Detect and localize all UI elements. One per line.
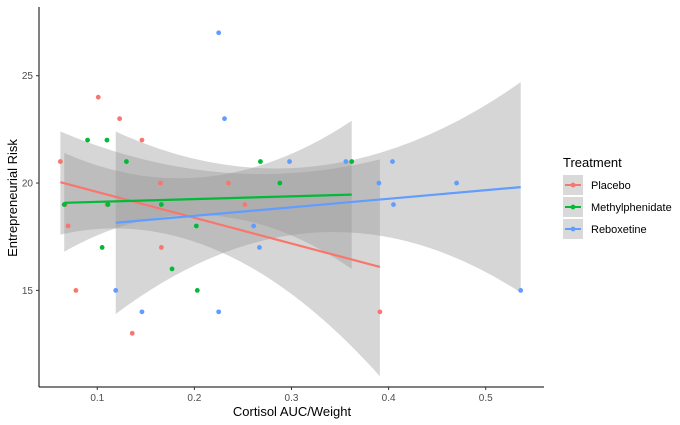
data-point-reboxetine [139,309,145,315]
data-point-methylphenidate [105,202,111,207]
x-tick-label: 0.4 [382,393,396,404]
data-point-placebo [377,309,383,315]
y-tick-label: 20 [22,179,34,190]
data-point-methylphenidate [258,159,263,164]
data-point-placebo [157,180,163,186]
data-point-reboxetine [287,159,292,164]
data-point-methylphenidate [169,266,175,272]
x-tick-label: 0.3 [285,393,299,404]
data-point-methylphenidate [193,223,199,229]
data-point-placebo [117,116,123,122]
confidence-bands [60,82,521,377]
x-tick-label: 0.2 [187,393,201,404]
data-point-methylphenidate [104,137,110,143]
data-point-placebo [225,180,231,186]
data-point-methylphenidate [85,137,90,143]
data-point-reboxetine [257,245,262,250]
legend-title: Treatment [563,155,622,170]
x-tick-label: 0.1 [90,393,104,404]
confidence-band-reboxetine [115,82,521,315]
data-point-methylphenidate [158,202,164,207]
data-point-reboxetine [216,30,222,36]
data-point-methylphenidate [349,159,355,164]
data-point-placebo [95,94,101,100]
data-point-methylphenidate [277,180,283,186]
legend-label-placebo: Placebo [591,180,631,192]
legend: Treatment Placebo Methylphenidate Reboxeti… [563,155,672,239]
fit-line-methylphenidate [64,193,352,204]
confidence-band-placebo [60,131,380,377]
data-point-reboxetine [113,287,119,293]
legend-key-point [570,182,576,188]
y-axis-title: Entrepreneurial Risk [5,139,20,257]
x-axis-title: Cortisol AUC/Weight [233,404,352,419]
data-point-placebo [57,159,63,164]
data-point-reboxetine [390,159,395,164]
data-point-reboxetine [391,202,396,207]
legend-key-point [570,204,576,210]
axes: 0.1 0.2 0.3 0.4 0.5 15 20 25 [22,7,544,404]
x-tick-label: 0.5 [479,393,493,404]
legend-key-point [570,226,576,232]
data-point-reboxetine [216,309,222,315]
y-tick-label: 25 [22,71,34,82]
y-tick-label: 15 [22,286,34,297]
data-point-reboxetine [343,159,349,164]
legend-label-reboxetine: Reboxetine [591,224,647,236]
fit-line-placebo [60,181,381,269]
data-point-methylphenidate [124,159,129,164]
data-point-placebo [242,202,248,207]
data-point-reboxetine [222,116,227,122]
legend-label-methylphenidate: Methylphenidate [591,202,672,214]
confidence-band-methylphenidate [64,120,352,269]
data-point-methylphenidate [194,287,200,293]
data-point-placebo [129,330,135,336]
data-point-placebo [73,287,79,293]
data-point-methylphenidate [99,245,105,250]
data-point-reboxetine [251,223,257,229]
data-point-placebo [139,137,145,143]
data-point-reboxetine [376,180,382,186]
data-point-placebo [158,245,164,250]
data-points [57,30,524,336]
data-point-reboxetine [518,287,524,293]
regression-lines [60,181,521,269]
data-point-placebo [65,223,71,229]
data-point-reboxetine [454,180,459,186]
fit-line-reboxetine [115,186,521,224]
